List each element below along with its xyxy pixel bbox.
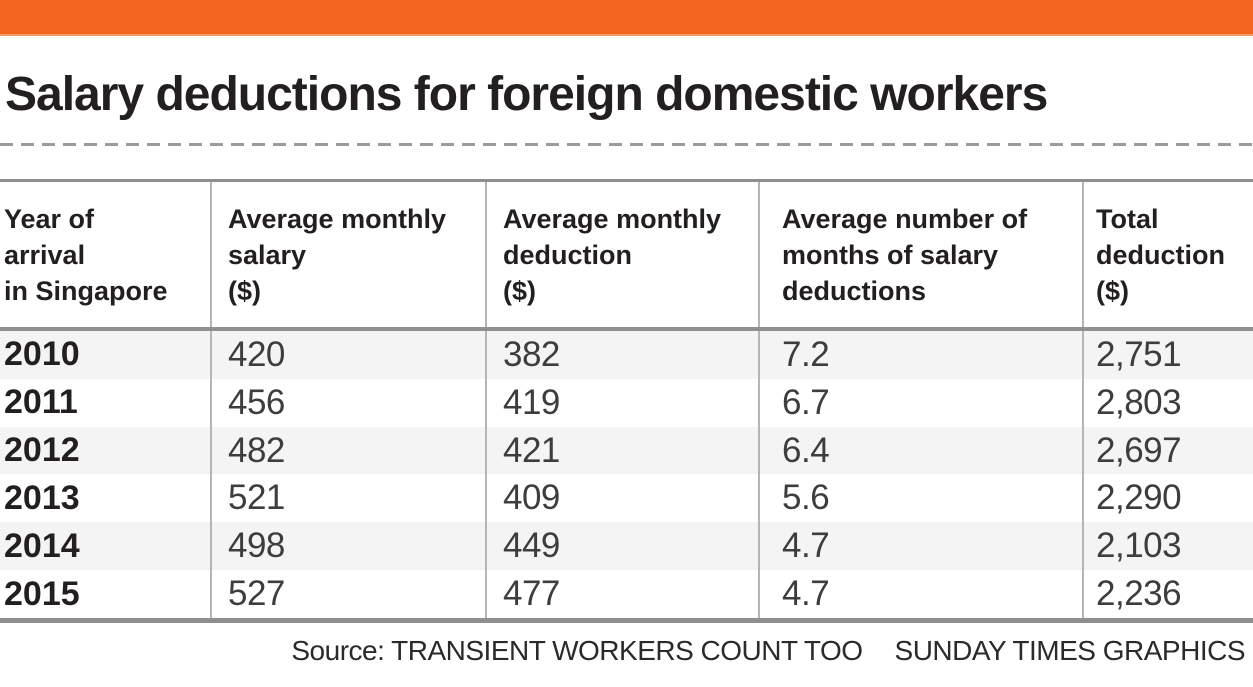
year-cell: 2010 [4, 335, 80, 374]
table-row-2010: 2010 420 382 7.2 2,751 [0, 331, 1253, 379]
source-label: Source: TRANSIENT WORKERS COUNT TOO [291, 635, 863, 666]
header-total-deduction: Total deduction ($) [1082, 182, 1253, 327]
year-cell: 2012 [4, 431, 80, 470]
total-cell: 2,290 [1082, 474, 1253, 523]
year-cell: 2015 [4, 574, 80, 613]
total-cell: 2,697 [1082, 426, 1253, 475]
salary-cell: 527 [210, 570, 485, 618]
table-header-row: Year of arrival in Singapore Average mon… [0, 179, 1253, 331]
table-row-2014: 2014 498 449 4.7 2,103 [0, 522, 1253, 571]
table-body: 2010 420 382 7.2 2,751 2011 456 419 6.7 … [0, 331, 1253, 623]
data-table: Year of arrival in Singapore Average mon… [0, 179, 1253, 623]
months-cell: 4.7 [758, 570, 1082, 618]
salary-cell: 456 [210, 378, 485, 427]
salary-cell: 482 [210, 426, 485, 475]
months-cell: 6.4 [758, 426, 1082, 475]
source-note: Source: TRANSIENT WORKERS COUNT TOO SUNDA… [0, 636, 1253, 666]
deduction-cell: 421 [485, 426, 758, 475]
deduction-cell: 449 [485, 522, 758, 571]
months-cell: 5.6 [758, 474, 1082, 523]
graphics-credit: SUNDAY TIMES GRAPHICS [894, 635, 1246, 666]
deduction-cell: 477 [485, 570, 758, 618]
months-cell: 6.7 [758, 378, 1082, 427]
deduction-cell: 419 [485, 378, 758, 427]
table-row-2011: 2011 456 419 6.7 2,803 [0, 378, 1253, 427]
year-cell: 2014 [4, 526, 80, 565]
salary-cell: 521 [210, 474, 485, 523]
total-cell: 2,103 [1082, 522, 1253, 571]
months-cell: 7.2 [758, 331, 1082, 379]
months-cell: 4.7 [758, 522, 1082, 571]
dashed-divider [0, 143, 1253, 146]
page-title: Salary deductions for foreign domestic w… [5, 68, 1048, 121]
year-cell: 2013 [4, 478, 80, 517]
header-average-monthly-deduction: Average monthly deduction ($) [485, 182, 758, 327]
table-row-2012: 2012 482 421 6.4 2,697 [0, 426, 1253, 475]
orange-top-bar [0, 0, 1253, 36]
header-average-monthly-salary: Average monthly salary ($) [210, 182, 485, 327]
total-cell: 2,236 [1082, 570, 1253, 618]
salary-cell: 420 [210, 331, 485, 379]
table-row-2013: 2013 521 409 5.6 2,290 [0, 474, 1253, 523]
year-cell: 2011 [4, 383, 78, 422]
deduction-cell: 382 [485, 331, 758, 379]
total-cell: 2,803 [1082, 378, 1253, 427]
header-year-of-arrival: Year of arrival in Singapore [4, 203, 168, 306]
header-average-months-of-deductions: Average number of months of salary deduc… [758, 182, 1082, 327]
total-cell: 2,751 [1082, 331, 1253, 379]
deduction-cell: 409 [485, 474, 758, 523]
table-row-2015: 2015 527 477 4.7 2,236 [0, 570, 1253, 618]
salary-cell: 498 [210, 522, 485, 571]
